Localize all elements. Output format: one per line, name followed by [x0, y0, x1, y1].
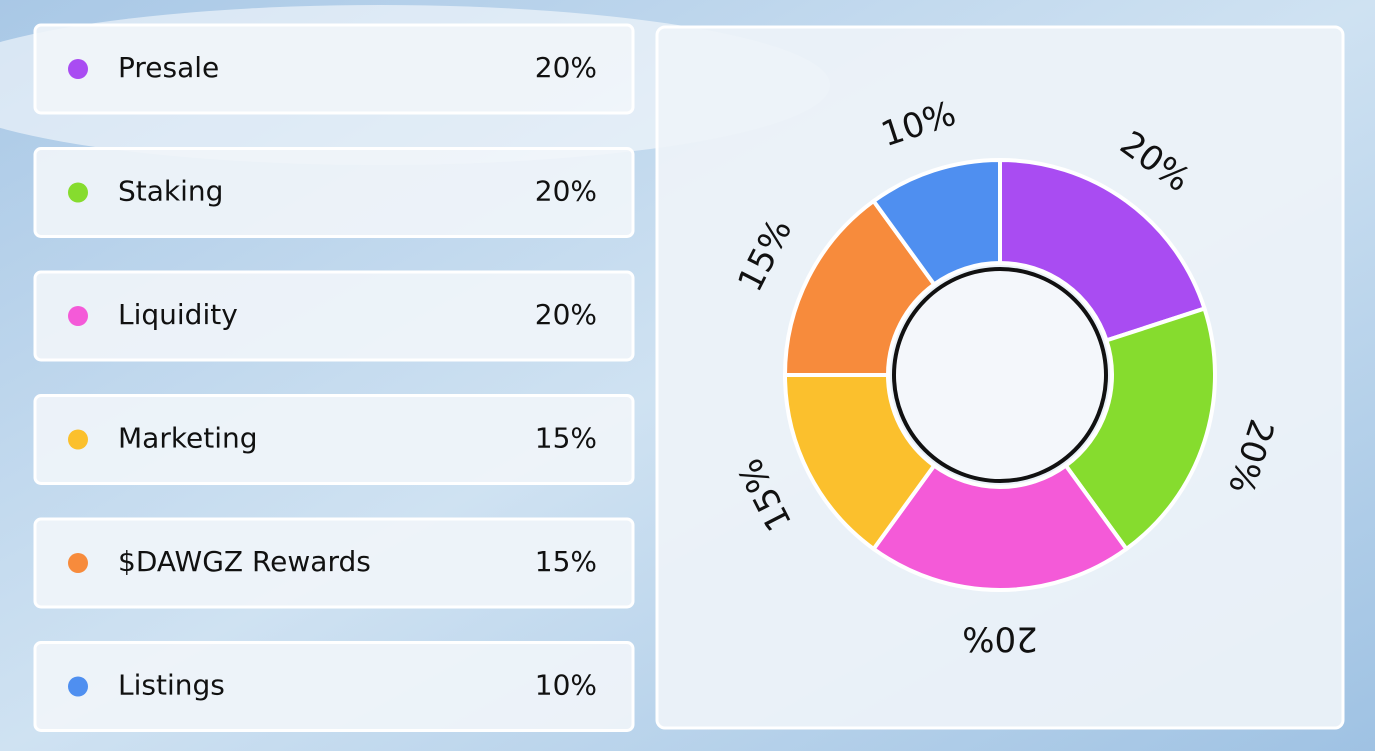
- legend-value: 20%: [535, 175, 597, 208]
- legend-label: Listings: [118, 669, 225, 702]
- legend-label: $DAWGZ Rewards: [118, 545, 371, 578]
- legend-dot: [68, 430, 88, 450]
- legend-label: Marketing: [118, 422, 258, 455]
- legend-value: 10%: [535, 669, 597, 702]
- donut-hole: [894, 269, 1106, 481]
- segment-label: 20%: [962, 619, 1038, 659]
- legend-value: 15%: [535, 422, 597, 455]
- chart: Presale 20% Staking 20% Liquidity 20% Marketin…: [0, 0, 1375, 751]
- page: {"chart_data": {"type": "donut", "catego…: [0, 0, 1375, 751]
- legend-label: Liquidity: [118, 298, 238, 331]
- legend-label: Presale: [118, 51, 219, 84]
- legend-dot: [68, 306, 88, 326]
- legend-value: 20%: [535, 298, 597, 331]
- legend-label: Staking: [118, 175, 223, 208]
- legend-value: 20%: [535, 51, 597, 84]
- legend-dot: [68, 553, 88, 573]
- legend-dot: [68, 677, 88, 697]
- legend-value: 15%: [535, 545, 597, 578]
- legend-dot: [68, 183, 88, 203]
- legend-dot: [68, 59, 88, 79]
